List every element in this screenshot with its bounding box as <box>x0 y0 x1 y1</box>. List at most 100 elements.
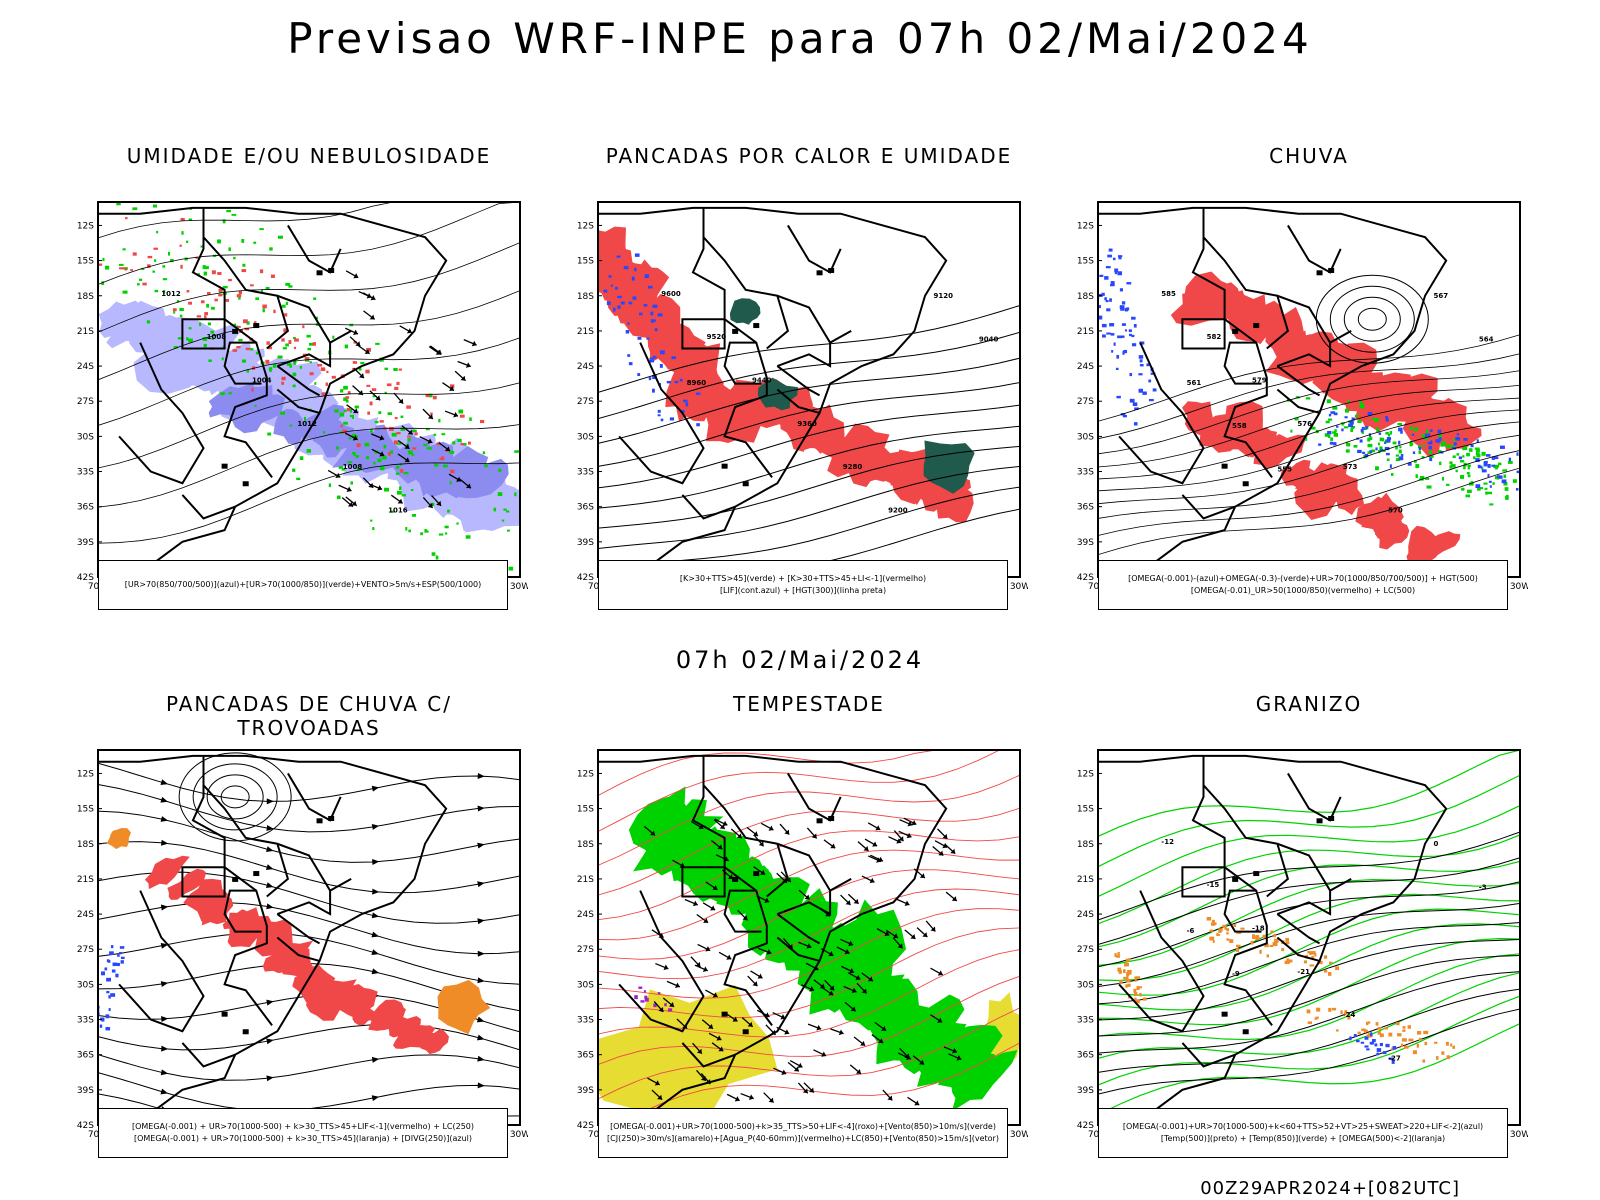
divergence-area <box>94 1021 96 1024</box>
lake-marker <box>328 267 335 273</box>
strong-omega-area <box>1305 397 1311 400</box>
lif-contour <box>674 381 679 384</box>
omega-area <box>1101 334 1106 338</box>
lat-tick-label: 27S <box>77 397 94 407</box>
lat-tick-label: 15S <box>577 257 594 267</box>
thickness-contour <box>172 308 177 312</box>
divergence-area <box>105 1027 111 1031</box>
height-contour-300hpa <box>598 445 1020 529</box>
contour-label: 564 <box>1479 335 1494 343</box>
low-level-humidity <box>217 239 221 244</box>
omega-area <box>1476 439 1479 443</box>
omega-orange-area <box>1418 1037 1422 1041</box>
strong-omega-area <box>1484 487 1488 490</box>
thickness-contour <box>436 442 441 446</box>
omega-area <box>1105 266 1111 269</box>
divergence-area <box>108 1008 111 1012</box>
lif-contour <box>638 312 643 316</box>
country-border <box>1181 755 1226 898</box>
moisture-core <box>298 404 346 441</box>
low-level-humidity <box>375 342 380 345</box>
lif-contour <box>685 402 689 407</box>
thickness-contour <box>265 359 270 364</box>
country-border <box>276 936 320 962</box>
strong-omega-area <box>1428 450 1433 455</box>
low-level-humidity <box>441 433 446 436</box>
strong-omega-area <box>1395 454 1400 457</box>
strong-omega-area <box>1512 479 1517 483</box>
low-level-humidity <box>179 307 184 312</box>
low-level-humidity <box>387 412 393 416</box>
strong-omega-area <box>1425 477 1430 480</box>
omega-orange-area <box>1402 1029 1406 1032</box>
omega-orange-area <box>1255 935 1260 939</box>
low-level-humidity <box>116 202 121 206</box>
lif-contour <box>632 296 637 300</box>
omega-orange-area <box>1343 1012 1348 1015</box>
contour-label: 582 <box>1207 333 1222 341</box>
omega-orange-area <box>1446 1055 1450 1060</box>
low-level-humidity <box>152 270 156 273</box>
low-level-humidity <box>241 359 247 363</box>
lat-tick-label: 21S <box>77 327 94 337</box>
coastline <box>98 213 99 222</box>
omega-area <box>1328 413 1332 417</box>
lat-tick-label: 42S <box>77 1121 94 1131</box>
country-border <box>681 207 726 350</box>
omega-area <box>1456 433 1460 436</box>
thickness-contour <box>98 263 103 266</box>
divergence-area <box>109 951 114 955</box>
thickness-contour <box>411 447 417 450</box>
wind-vector-850hpa <box>697 943 711 952</box>
thickness-contour <box>459 414 465 418</box>
wind-vector-850hpa <box>821 986 834 996</box>
thickness-contour <box>284 313 288 317</box>
streamline-arrow <box>266 999 274 1006</box>
divergence-area <box>106 977 112 982</box>
lif-contour <box>643 304 648 307</box>
divergence-area <box>100 971 105 976</box>
low-level-humidity <box>343 385 348 390</box>
wind-vector-850hpa <box>840 938 854 947</box>
temperature-850hpa-contour <box>1098 953 1520 1041</box>
strong-omega-area <box>1375 427 1378 430</box>
low-level-humidity <box>198 322 202 326</box>
low-level-humidity <box>118 263 124 266</box>
country-border <box>681 755 726 898</box>
low-level-humidity <box>501 519 505 522</box>
strong-omega-area <box>1334 429 1337 432</box>
strong-omega-area <box>1345 441 1349 446</box>
low-level-humidity <box>288 285 293 288</box>
lif-contour <box>648 377 652 381</box>
convective-orange-area <box>437 979 491 1035</box>
legend-box: [UR>70(850/700/500)](azul)+[UR>70(1000/8… <box>98 560 508 610</box>
precipitable-water-contour <box>598 750 1020 796</box>
temperature-850hpa-contour <box>1098 938 1520 1026</box>
height-contour-300hpa <box>598 357 1020 444</box>
wind-vector <box>344 327 359 336</box>
omega-area <box>1138 388 1144 393</box>
wind-vector <box>344 432 358 441</box>
lif-contour <box>628 362 633 366</box>
low-level-humidity <box>343 397 348 401</box>
severe-storm-area <box>667 1008 673 1012</box>
omega-orange-area <box>1309 951 1313 955</box>
wind-vector-850hpa <box>824 979 835 991</box>
omega-area <box>1427 442 1432 445</box>
lif-contour <box>695 392 701 395</box>
omega-area <box>1116 354 1120 359</box>
lif-contour <box>657 409 661 413</box>
thickness-contour <box>270 274 275 278</box>
thickness-contour <box>236 345 241 349</box>
omega-orange-area <box>1340 1010 1343 1015</box>
low-level-humidity <box>253 241 257 244</box>
omega-area <box>1487 463 1491 468</box>
omega-orange-area <box>1315 1016 1319 1019</box>
hail-area <box>1353 1034 1357 1038</box>
wind-vector <box>422 408 434 420</box>
low-level-humidity <box>337 495 341 500</box>
omega-area <box>1359 439 1363 443</box>
thunderstorm-area <box>352 1005 376 1026</box>
strong-wind-area <box>917 1024 1003 1087</box>
thickness-contour <box>241 269 247 273</box>
